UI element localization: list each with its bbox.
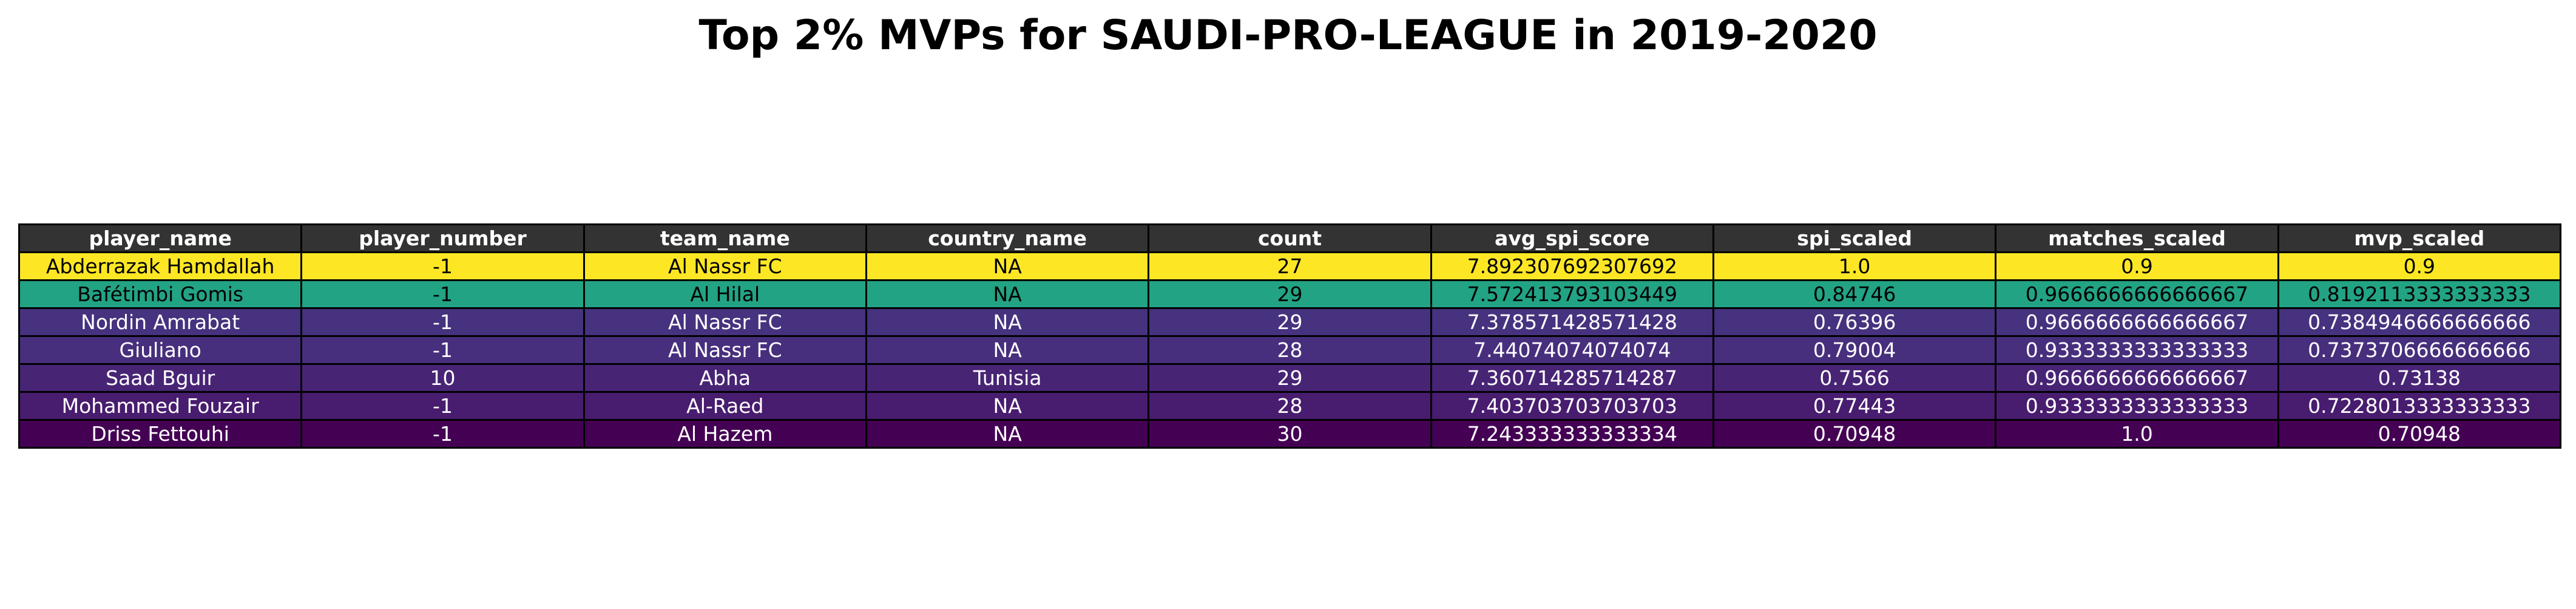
table-cell: Al Nassr FC [583,307,867,337]
table-cell: 28 [1148,391,1432,421]
table-cell: 7.403703703703703 [1430,391,1714,421]
table-cell: Nordin Amrabat [18,307,303,337]
table-cell: 0.7566 [1712,363,1997,393]
chart-title: Top 2% MVPs for SAUDI-PRO-LEAGUE in 2019… [698,12,1878,60]
table-row: Mohammed Fouzair -1 Al-Raed NA 28 7.403703703… [18,391,2562,421]
table-cell: 7.360714285714287 [1430,363,1714,393]
table-cell: 0.9 [1995,251,2279,281]
table-cell: 0.77443 [1712,391,1997,421]
table-cell: Saad Bguir [18,363,303,393]
table-cell: -1 [300,335,585,365]
table-cell: 0.9 [2277,251,2562,281]
table-cell: 7.378571428571428 [1430,307,1714,337]
mvp-table: player_name player_number team_name coun… [18,223,2562,449]
table-cell: 1.0 [1712,251,1997,281]
table-cell: Al Hilal [583,279,867,309]
table-cell: Tunisia [865,363,1150,393]
table-row: Abderrazak Hamdallah -1 Al Nassr FC NA 27 7.8… [18,251,2562,281]
table-cell: Bafétimbi Gomis [18,279,303,309]
table-cell: 0.70948 [1712,419,1997,449]
table-cell: 0.73138 [2277,363,2562,393]
table-cell: 0.7373706666666666 [2277,335,2562,365]
table-row: Driss Fettouhi -1 Al Hazem NA 30 7.2433333333… [18,419,2562,449]
table-cell: NA [865,307,1150,337]
header-row: player_name player_number team_name coun… [18,223,2562,253]
table-cell: NA [865,335,1150,365]
table-cell: Al Nassr FC [583,335,867,365]
table-cell: -1 [300,391,585,421]
table-cell: 30 [1148,419,1432,449]
table-cell: NA [865,251,1150,281]
table-body: Abderrazak Hamdallah -1 Al Nassr FC NA 27 7.8… [18,251,2562,449]
table-cell: 0.9666666666666667 [1995,363,2279,393]
header-cell: mvp_scaled [2277,223,2562,253]
table-cell: Abha [583,363,867,393]
table-cell: Abderrazak Hamdallah [18,251,303,281]
header-cell: spi_scaled [1712,223,1997,253]
table-cell: Al Nassr FC [583,251,867,281]
table-cell: 29 [1148,363,1432,393]
header-cell: avg_spi_score [1430,223,1714,253]
table-cell: Giuliano [18,335,303,365]
table-cell: 27 [1148,251,1432,281]
table-cell: -1 [300,419,585,449]
table-cell: Driss Fettouhi [18,419,303,449]
table-cell: 7.44074074074074 [1430,335,1714,365]
table-cell: NA [865,419,1150,449]
table-cell: 0.9666666666666667 [1995,279,2279,309]
header-cell: player_name [18,223,303,253]
table-cell: -1 [300,307,585,337]
table-cell: 0.76396 [1712,307,1997,337]
table-cell: Al Hazem [583,419,867,449]
table-row: Bafétimbi Gomis -1 Al Hilal NA 29 7.572413793… [18,279,2562,309]
header-cell: matches_scaled [1995,223,2279,253]
header-cell: count [1148,223,1432,253]
table-cell: 7.892307692307692 [1430,251,1714,281]
header-cell: player_number [300,223,585,253]
table-cell: 1.0 [1995,419,2279,449]
table-row: Saad Bguir 10 Abha Tunisia 29 7.3607142857142… [18,363,2562,393]
table-cell: 0.9333333333333333 [1995,335,2279,365]
table-cell: Al-Raed [583,391,867,421]
table-row: Nordin Amrabat -1 Al Nassr FC NA 29 7.3785714… [18,307,2562,337]
table-cell: NA [865,279,1150,309]
table-cell: 0.84746 [1712,279,1997,309]
table-cell: 0.8192113333333333 [2277,279,2562,309]
table-cell: 29 [1148,307,1432,337]
table-cell: 0.9666666666666667 [1995,307,2279,337]
table-cell: 29 [1148,279,1432,309]
table-cell: 7.243333333333334 [1430,419,1714,449]
table-cell: 0.9333333333333333 [1995,391,2279,421]
table-cell: 0.7228013333333333 [2277,391,2562,421]
table-cell: 7.572413793103449 [1430,279,1714,309]
table-cell: 28 [1148,335,1432,365]
header-cell: country_name [865,223,1150,253]
table-cell: NA [865,391,1150,421]
table-cell: 10 [300,363,585,393]
table-row: Giuliano -1 Al Nassr FC NA 28 7.4407407407407… [18,335,2562,365]
table-cell: 0.70948 [2277,419,2562,449]
table-cell: Mohammed Fouzair [18,391,303,421]
table-cell: -1 [300,251,585,281]
header-cell: team_name [583,223,867,253]
table-cell: 0.7384946666666666 [2277,307,2562,337]
table-cell: 0.79004 [1712,335,1997,365]
table-cell: -1 [300,279,585,309]
